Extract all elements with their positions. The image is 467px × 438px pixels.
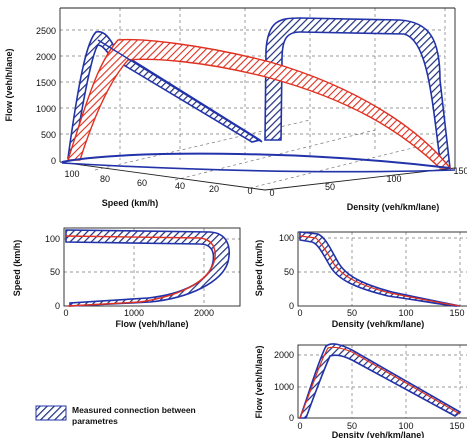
ylabel-flow-speed: Speed (km/h) bbox=[12, 240, 22, 297]
xlabel-3d: Speed (km/h) bbox=[102, 198, 159, 208]
density-ticks-3d: 0 50 100 150 bbox=[269, 166, 467, 198]
tick-label: 50 bbox=[347, 308, 357, 318]
tick-label: 0 bbox=[289, 413, 294, 423]
chart-density-speed: 0 50 100 0 50 100 150 Speed (km/h) Densi… bbox=[254, 231, 467, 329]
ylabel-density-flow: Flow (veh/h/lane) bbox=[254, 345, 264, 418]
tick-label: 2000 bbox=[36, 52, 56, 62]
legend-swatch bbox=[35, 405, 67, 421]
tick-label: 1000 bbox=[36, 104, 56, 114]
xlabel-density-speed: Density (veh/km/lane) bbox=[332, 319, 425, 329]
tick-label: 500 bbox=[41, 130, 56, 140]
tick-label: 50 bbox=[325, 182, 335, 192]
tick-label: 60 bbox=[137, 178, 147, 188]
tick-label: 2000 bbox=[194, 308, 214, 318]
axes-frame bbox=[297, 344, 467, 419]
xlabel-flow-speed: Flow (veh/h/lane) bbox=[115, 319, 188, 329]
zlabel-3d: Flow (veh/h/lane) bbox=[4, 48, 14, 121]
tick-label: 0 bbox=[269, 188, 274, 198]
legend-line-1: Measured connection between bbox=[72, 405, 196, 415]
xticks-density-flow: 0 50 100 150 bbox=[297, 421, 464, 431]
chart-flow-speed: 0 50 100 0 1000 2000 Speed (km/h) Flow (… bbox=[12, 227, 241, 329]
tick-label: 50 bbox=[347, 421, 357, 431]
xticks-density-speed: 0 50 100 150 bbox=[297, 308, 464, 318]
tick-label: 1500 bbox=[36, 78, 56, 88]
measured-band-density-speed bbox=[299, 231, 461, 307]
floor-diagonal-3d bbox=[97, 39, 263, 143]
tick-label: 0 bbox=[297, 421, 302, 431]
chart-3d: 0 500 1000 1500 2000 2500 100 80 60 40 2… bbox=[4, 7, 467, 212]
axes-3d-box bbox=[59, 7, 456, 191]
ylabel-density-speed: Speed (km/h) bbox=[254, 240, 264, 297]
tick-label: 2000 bbox=[274, 350, 294, 360]
measured-band-flow-speed bbox=[65, 229, 230, 307]
speed-ticks-3d: 100 80 60 40 20 0 bbox=[64, 169, 252, 196]
model-band-3d bbox=[67, 38, 452, 169]
yticks-density-speed: 0 50 100 bbox=[279, 233, 294, 311]
tick-label: 50 bbox=[50, 267, 60, 277]
tick-label: 100 bbox=[398, 421, 413, 431]
tick-label: 50 bbox=[284, 267, 294, 277]
tick-label: 0 bbox=[55, 301, 60, 311]
tick-label: 100 bbox=[386, 174, 401, 184]
tick-label: 150 bbox=[449, 308, 464, 318]
tick-label: 80 bbox=[100, 174, 110, 184]
floor-curve-3d bbox=[61, 152, 451, 169]
xlabel-density-flow: Density (veh/km/lane) bbox=[332, 430, 425, 438]
model-curve-flow-speed bbox=[65, 235, 216, 307]
ylabel-3d: Density (veh/km/lane) bbox=[347, 202, 440, 212]
model-curve-density-flow bbox=[299, 346, 461, 419]
tick-label: 2500 bbox=[36, 26, 56, 36]
tick-label: 20 bbox=[209, 184, 219, 194]
tick-label: 0 bbox=[297, 308, 302, 318]
floor-curve-3d-model bbox=[61, 162, 456, 173]
tick-label: 100 bbox=[398, 308, 413, 318]
tick-label: 0 bbox=[247, 186, 252, 196]
tick-label: 1000 bbox=[274, 382, 294, 392]
yticks-flow-speed: 0 50 100 bbox=[45, 234, 60, 311]
tick-label: 0 bbox=[63, 308, 68, 318]
tick-label: 100 bbox=[45, 234, 60, 244]
flow-ticks-3d: 0 500 1000 1500 2000 2500 bbox=[36, 26, 56, 166]
axes-frame bbox=[297, 231, 467, 307]
grid-density-speed bbox=[298, 232, 467, 306]
tick-label: 0 bbox=[51, 156, 56, 166]
legend-line-2: parametres bbox=[72, 416, 118, 426]
tick-label: 100 bbox=[279, 233, 294, 243]
tick-label: 1000 bbox=[124, 308, 144, 318]
tick-label: 40 bbox=[175, 181, 185, 191]
chart-density-flow: 0 1000 2000 0 50 100 150 Flow (veh/h/lan… bbox=[254, 343, 467, 438]
tick-label: 100 bbox=[64, 169, 79, 179]
yticks-density-flow: 0 1000 2000 bbox=[274, 350, 294, 423]
tick-label: 0 bbox=[289, 301, 294, 311]
legend: Measured connection between parametres bbox=[35, 405, 196, 426]
tick-label: 150 bbox=[449, 421, 464, 431]
model-curve-density-speed bbox=[299, 235, 461, 307]
xticks-flow-speed: 0 1000 2000 bbox=[63, 308, 214, 318]
measured-band-density-flow bbox=[298, 343, 462, 419]
axes-frame bbox=[63, 227, 241, 307]
tick-label: 150 bbox=[453, 166, 467, 176]
measured-band-3d-left bbox=[67, 30, 263, 159]
